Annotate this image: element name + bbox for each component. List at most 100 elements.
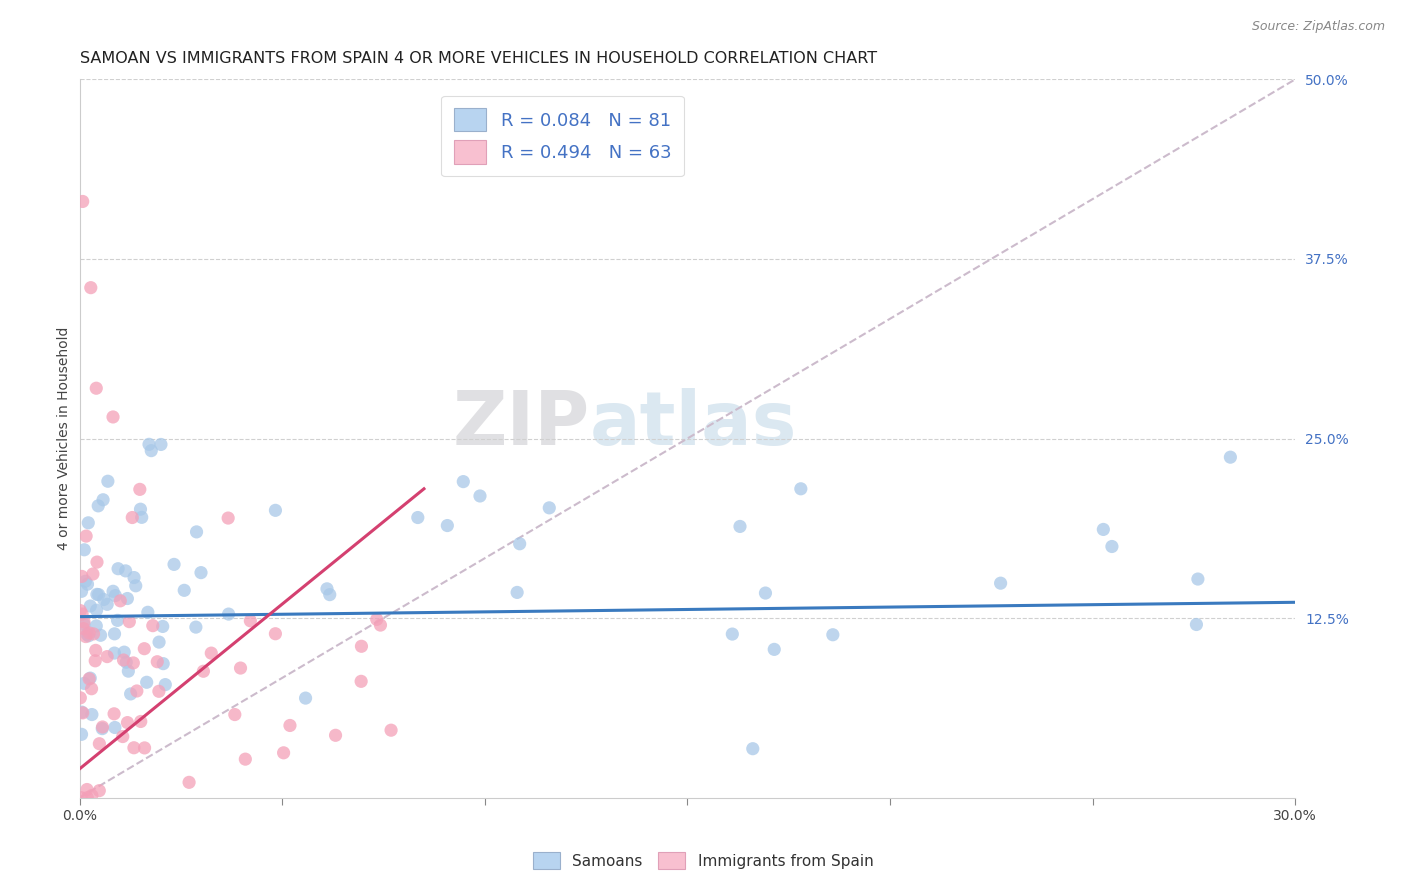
Point [121, 510, 143, 524]
Point [134, 641, 156, 656]
Point [264, 626, 287, 640]
Point [75, 630, 97, 644]
Point [72, 706, 94, 720]
Point [129, 502, 152, 516]
Point [1185, 617, 1208, 632]
Point [70, 705, 93, 719]
Point [91, 492, 114, 507]
Point [122, 570, 145, 584]
Point [89, 783, 111, 797]
Point [86, 555, 108, 569]
Point [506, 585, 529, 599]
Point [70, 607, 93, 621]
Point [118, 615, 141, 629]
Point [173, 583, 195, 598]
Point [468, 489, 491, 503]
Point [294, 691, 316, 706]
Point [138, 437, 160, 451]
Point [177, 775, 200, 789]
Point [148, 684, 170, 698]
Point [79, 599, 101, 613]
Point [325, 728, 347, 742]
Point [1101, 540, 1123, 554]
Point [217, 511, 239, 525]
Point [436, 518, 458, 533]
Point [509, 537, 531, 551]
Point [200, 646, 222, 660]
Point [101, 584, 124, 599]
Point [84, 654, 107, 668]
Legend: R = 0.084   N = 81, R = 0.494   N = 63: R = 0.084 N = 81, R = 0.494 N = 63 [441, 95, 683, 177]
Point [112, 645, 135, 659]
Point [96, 598, 118, 612]
Point [96, 649, 118, 664]
Point [148, 635, 170, 649]
Point [1092, 523, 1115, 537]
Point [117, 664, 139, 678]
Point [89, 737, 111, 751]
Point [75, 529, 97, 543]
Point [91, 720, 114, 734]
Point [114, 564, 136, 578]
Point [239, 614, 262, 628]
Point [73, 542, 96, 557]
Point [122, 656, 145, 670]
Point [80, 681, 103, 696]
Point [112, 653, 135, 667]
Point [453, 475, 475, 489]
Point [721, 627, 744, 641]
Point [103, 646, 125, 660]
Point [90, 628, 112, 642]
Point [273, 746, 295, 760]
Point [79, 671, 101, 685]
Point [84, 619, 107, 633]
Point [86, 587, 108, 601]
Point [125, 579, 148, 593]
Point [370, 618, 392, 632]
Point [131, 510, 153, 524]
Point [763, 642, 786, 657]
Point [101, 409, 124, 424]
Point [741, 741, 763, 756]
Point [76, 790, 98, 805]
Point [117, 591, 139, 606]
Point [316, 582, 339, 596]
Point [350, 674, 373, 689]
Text: Source: ZipAtlas.com: Source: ZipAtlas.com [1251, 20, 1385, 33]
Point [107, 613, 129, 627]
Point [69, 604, 91, 618]
Point [163, 558, 186, 572]
Point [406, 510, 429, 524]
Point [319, 588, 342, 602]
Point [152, 619, 174, 633]
Point [70, 584, 93, 599]
Point [80, 280, 103, 294]
Point [72, 622, 94, 636]
Point [115, 655, 138, 669]
Point [86, 603, 108, 617]
Point [117, 715, 139, 730]
Point [69, 690, 91, 705]
Point [70, 569, 93, 583]
Point [75, 574, 97, 589]
Point [80, 707, 103, 722]
Point [104, 589, 127, 603]
Point [110, 594, 132, 608]
Point [142, 618, 165, 632]
Point [350, 640, 373, 654]
Point [80, 789, 103, 803]
Point [990, 576, 1012, 591]
Point [233, 752, 256, 766]
Point [190, 566, 212, 580]
Point [77, 626, 100, 640]
Point [136, 605, 159, 619]
Point [76, 627, 98, 641]
Point [84, 643, 107, 657]
Point [155, 678, 177, 692]
Point [82, 567, 104, 582]
Legend: Samoans, Immigrants from Spain: Samoans, Immigrants from Spain [526, 846, 880, 875]
Point [103, 706, 125, 721]
Point [229, 661, 252, 675]
Point [218, 607, 240, 621]
Point [380, 723, 402, 738]
